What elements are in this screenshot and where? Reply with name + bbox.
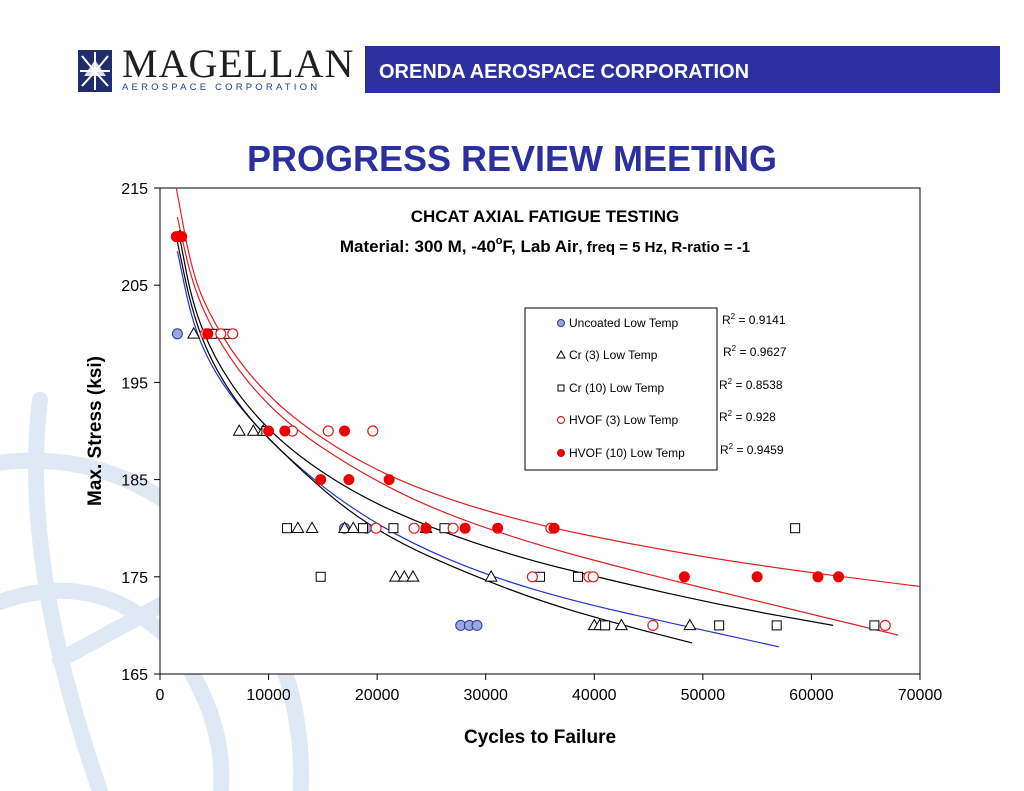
chart-subtitle: Material: 300 M, -40oF, Lab Air, freq = … <box>340 235 750 256</box>
trendline-series-1 <box>175 236 693 644</box>
data-point-series-1 <box>246 424 260 436</box>
legend-label-4: HVOF (10) Low Temp <box>569 446 685 460</box>
legend-marker-1 <box>556 349 566 359</box>
data-point-series-4 <box>263 425 275 437</box>
data-point-series-2 <box>282 523 293 534</box>
data-point-series-4 <box>420 522 432 534</box>
data-point-series-3 <box>408 522 420 534</box>
data-point-series-3 <box>215 328 227 340</box>
data-point-series-1 <box>346 521 360 533</box>
trendline-series-4 <box>175 188 920 588</box>
data-point-series-2 <box>573 571 583 582</box>
y-tick-label: 205 <box>121 278 148 295</box>
data-point-series-4 <box>202 328 214 340</box>
data-point-series-1 <box>291 521 305 533</box>
data-point-series-4 <box>459 522 471 534</box>
data-point-series-2 <box>315 571 326 582</box>
data-point-series-4 <box>492 522 504 534</box>
data-point-series-4 <box>343 474 355 486</box>
legend-label-3: HVOF (3) Low Temp <box>569 413 678 427</box>
legend-marker-3 <box>556 415 566 425</box>
legend-marker-0 <box>557 319 565 327</box>
data-point-series-3 <box>367 425 379 437</box>
data-point-series-3 <box>370 522 382 534</box>
data-point-series-1 <box>484 569 498 582</box>
data-point-series-2 <box>358 523 369 534</box>
header-banner: ORENDA AEROSPACE CORPORATION <box>365 46 1000 93</box>
x-tick-label: 60000 <box>789 687 834 704</box>
page-title: PROGRESS REVIEW MEETING <box>246 138 778 179</box>
legend-marker-2 <box>557 384 565 392</box>
y-tick-label: 175 <box>121 570 148 587</box>
y-axis-title: Max. Stress (ksi) <box>85 356 106 506</box>
r2-label-2: R2 = 0.8538 <box>719 377 783 392</box>
logo-name: MAGELLAN <box>122 41 355 86</box>
trendline-series-3 <box>176 217 899 636</box>
legend-label-0: Uncoated Low Temp <box>569 316 679 330</box>
data-point-series-2 <box>714 620 725 631</box>
legend-marker-4 <box>557 449 565 457</box>
chart-title: CHCAT AXIAL FATIGUE TESTING <box>411 207 680 226</box>
data-point-series-2 <box>600 620 611 631</box>
data-point-series-0 <box>171 328 183 340</box>
x-axis-title: Cycles to Failure <box>464 727 616 748</box>
x-tick-label: 20000 <box>355 687 400 704</box>
data-point-series-3 <box>447 522 459 534</box>
data-point-series-4 <box>678 571 690 583</box>
magellan-logo <box>78 50 112 92</box>
data-point-series-3 <box>227 328 239 340</box>
data-point-series-3 <box>647 619 659 632</box>
r2-label-1: R2 = 0.9627 <box>723 344 787 359</box>
data-point-series-3 <box>879 619 891 632</box>
data-point-series-2 <box>790 523 801 534</box>
x-tick-label: 40000 <box>572 687 617 704</box>
x-tick-label: 30000 <box>463 687 508 704</box>
data-point-series-2 <box>869 620 880 631</box>
x-tick-label: 50000 <box>681 687 726 704</box>
y-tick-label: 185 <box>121 473 148 490</box>
legend-label-2: Cr (10) Low Temp <box>569 381 664 395</box>
x-tick-label: 70000 <box>898 687 943 704</box>
data-point-series-1 <box>337 521 352 533</box>
data-point-series-4 <box>339 425 351 437</box>
data-point-series-1 <box>305 521 319 533</box>
data-point-series-1 <box>187 326 201 339</box>
trendline-series-0 <box>176 251 779 648</box>
data-point-series-1 <box>397 569 411 582</box>
data-point-series-2 <box>771 620 782 631</box>
data-point-series-4 <box>176 231 188 243</box>
data-point-series-4 <box>279 425 291 437</box>
data-point-series-4 <box>315 474 327 486</box>
banner-title: ORENDA AEROSPACE CORPORATION <box>379 61 750 83</box>
r2-label-0: R2 = 0.9141 <box>722 312 786 327</box>
data-point-series-4 <box>548 522 560 534</box>
data-point-series-4 <box>751 571 763 583</box>
y-tick-label: 165 <box>121 667 148 684</box>
data-point-series-1 <box>683 618 697 631</box>
data-point-series-4 <box>833 571 845 583</box>
data-point-series-4 <box>383 474 395 486</box>
data-point-series-1 <box>614 618 629 631</box>
data-point-series-2 <box>388 523 399 534</box>
data-point-series-3 <box>322 425 334 437</box>
data-point-series-0 <box>471 619 483 631</box>
data-point-series-1 <box>232 424 246 436</box>
y-tick-label: 215 <box>121 181 148 198</box>
x-tick-label: 0 <box>156 687 165 704</box>
legend-box <box>524 307 718 471</box>
x-tick-label: 10000 <box>246 687 291 704</box>
logo-subtitle: AEROSPACE CORPORATION <box>122 82 321 93</box>
data-point-series-4 <box>812 571 824 583</box>
legend-label-1: Cr (3) Low Temp <box>569 348 658 362</box>
data-point-series-3 <box>526 571 539 583</box>
data-point-series-3 <box>587 571 599 583</box>
y-tick-label: 195 <box>121 375 148 392</box>
r2-label-4: R2 = 0.9459 <box>720 442 784 457</box>
data-point-series-1 <box>388 569 403 582</box>
r2-label-3: R2 = 0.928 <box>719 409 776 424</box>
data-point-series-1 <box>406 569 420 582</box>
